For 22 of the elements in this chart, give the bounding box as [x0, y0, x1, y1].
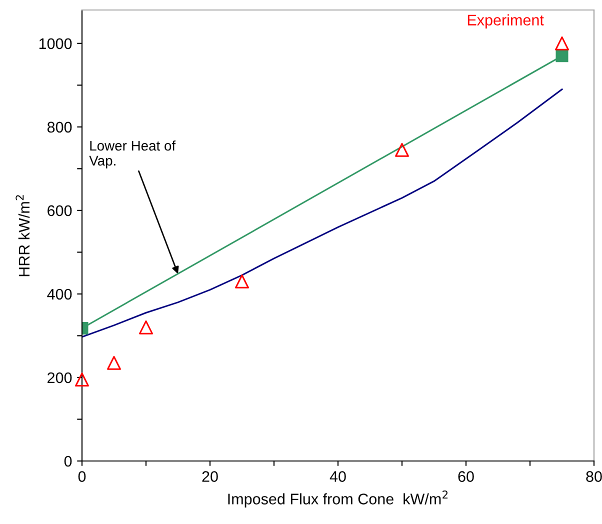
x-tick-label: 20 — [202, 471, 218, 482]
x-tick-label: 40 — [330, 471, 346, 482]
point — [555, 36, 569, 50]
annotation: Lower Heat of Vap. — [89, 140, 176, 168]
point — [139, 320, 153, 334]
y-tick-label: 200 — [48, 372, 72, 384]
x-axis-title: Imposed Flux from Cone kW/m$^{2}$ — [228, 490, 448, 508]
y-tick-label: 1000 — [39, 38, 72, 50]
point — [75, 372, 89, 387]
x-tick-label: 0 — [78, 471, 86, 482]
x-tick-label: 60 — [458, 471, 474, 482]
y-tick-label: 400 — [47, 288, 72, 300]
y-tick-label: 600 — [48, 205, 72, 216]
point — [107, 356, 121, 370]
point — [395, 142, 409, 157]
point — [235, 274, 249, 288]
y-tick-label: 800 — [47, 122, 72, 133]
y-tick-label: 0 — [64, 456, 72, 467]
x-tick-label: 80 — [586, 471, 602, 482]
line-series — [82, 88, 563, 338]
series-label: Experiment — [468, 14, 544, 29]
y-axis-title: HRR kW/m$^{2}$ — [16, 195, 30, 276]
